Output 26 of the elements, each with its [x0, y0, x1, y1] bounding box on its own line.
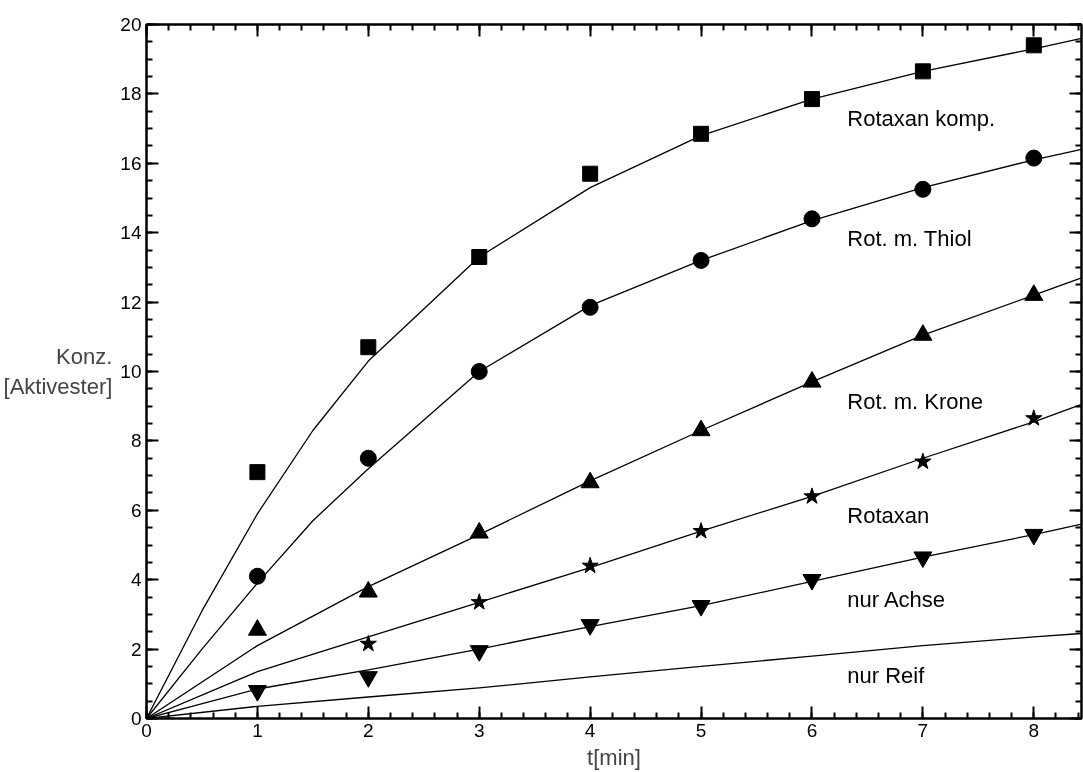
- x-tick-label: 7: [917, 719, 929, 741]
- y-tick-label: 12: [120, 291, 142, 313]
- x-tick-label: 1: [252, 719, 263, 741]
- series-label: Rotaxan komp.: [847, 106, 996, 132]
- y-tick-label: 18: [120, 83, 142, 105]
- y-axis-title: Konz. [Aktivester]: [3, 344, 113, 399]
- x-tick-label: 3: [473, 719, 485, 741]
- y-tick-label: 20: [120, 14, 142, 35]
- y-tick-label: 14: [120, 222, 142, 244]
- x-tick-label: 4: [584, 719, 596, 741]
- y-tick-label: 2: [130, 638, 142, 660]
- x-tick-label: 6: [806, 719, 818, 741]
- x-tick-label: 8: [1028, 719, 1040, 741]
- x-tick-label: 2: [363, 719, 374, 741]
- y-tick-label: 16: [120, 152, 142, 174]
- series-label: Rot. m. Thiol: [847, 225, 972, 251]
- x-axis-title: t[min]: [587, 744, 641, 770]
- y-tick-label: 10: [120, 361, 142, 382]
- y-tick-label: 6: [130, 499, 142, 521]
- series-label: nur Reif: [847, 663, 926, 689]
- series-label: Rot. m. Krone: [847, 388, 983, 414]
- series-label: Rotaxan: [847, 503, 930, 529]
- y-tick-label: 8: [130, 430, 142, 452]
- x-tick-label: 5: [695, 719, 707, 741]
- series-label: nur Achse: [847, 586, 946, 612]
- y-tick-label: 4: [130, 569, 142, 591]
